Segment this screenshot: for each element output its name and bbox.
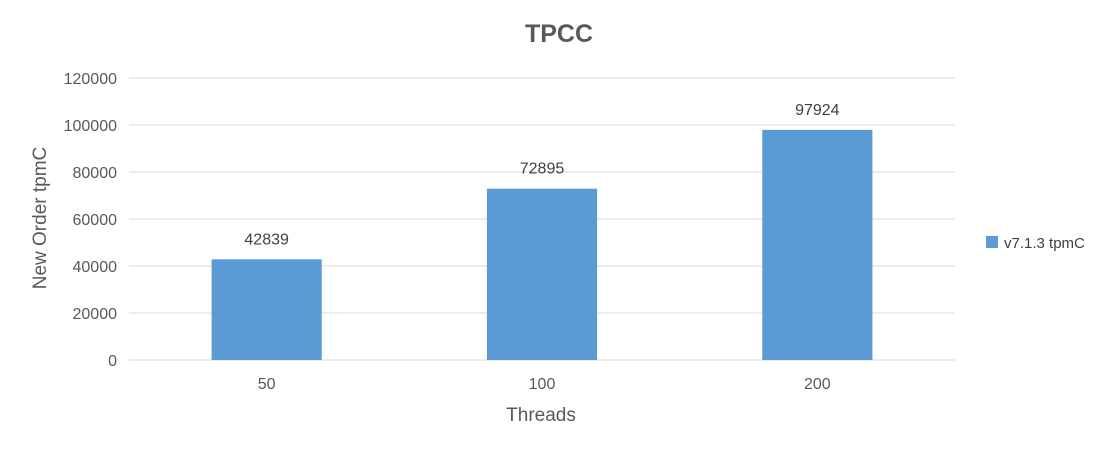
y-tick-label: 0: [108, 353, 117, 370]
legend-swatch: [986, 236, 998, 248]
legend: v7.1.3 tpmC: [986, 235, 1085, 252]
legend-label: v7.1.3 tpmC: [1004, 235, 1085, 252]
x-tick-label: 100: [529, 376, 556, 393]
x-axis-ticks: 50 100 200: [258, 376, 831, 393]
bar: [486, 188, 598, 360]
y-tick-label: 40000: [73, 259, 118, 276]
data-label: 72895: [520, 161, 565, 178]
x-axis-label: Threads: [506, 405, 576, 426]
data-labels: 42839 72895 97924: [244, 102, 839, 248]
y-tick-label: 120000: [64, 71, 117, 88]
x-tick-label: 50: [258, 376, 276, 393]
y-tick-label: 60000: [73, 212, 118, 229]
y-tick-label: 20000: [73, 306, 118, 323]
data-label: 42839: [244, 231, 289, 248]
y-axis-label: New Order tpmC: [30, 147, 51, 290]
y-tick-label: 100000: [64, 118, 117, 135]
bar: [762, 129, 873, 360]
data-label: 97924: [795, 102, 840, 119]
bars: [211, 129, 873, 360]
bar: [211, 259, 322, 360]
x-tick-label: 200: [804, 376, 831, 393]
y-tick-label: 80000: [73, 165, 118, 182]
chart-title: TPCC: [525, 20, 593, 48]
y-axis-ticks: 0 20000 40000 60000 80000 100000 120000: [64, 71, 117, 370]
